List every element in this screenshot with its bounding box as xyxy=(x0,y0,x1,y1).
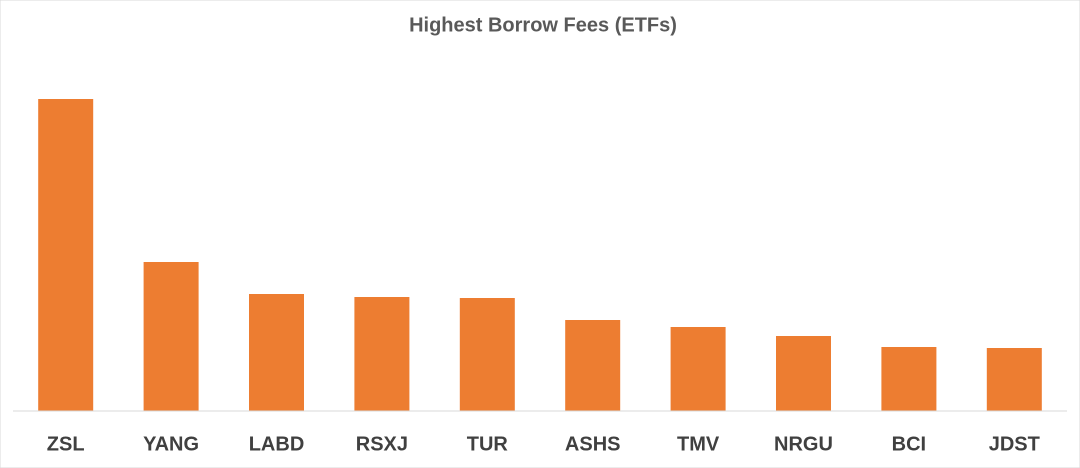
x-tick-label: TMV xyxy=(677,433,720,455)
x-tick-label: BCI xyxy=(892,433,926,455)
bar xyxy=(670,327,726,411)
bar xyxy=(565,320,621,411)
bar xyxy=(143,262,199,411)
chart-title: Highest Borrow Fees (ETFs) xyxy=(409,14,677,36)
x-tick-label: YANG xyxy=(143,433,199,455)
bar xyxy=(38,99,94,411)
x-tick-label: ASHS xyxy=(565,433,621,455)
x-tick-label: TUR xyxy=(467,433,509,455)
bar xyxy=(881,347,937,411)
x-tick-label: LABD xyxy=(249,433,305,455)
bar xyxy=(459,298,515,411)
bar xyxy=(354,297,410,411)
x-tick-label: JDST xyxy=(989,433,1040,455)
x-tick-label: ZSL xyxy=(47,433,85,455)
bar xyxy=(986,348,1042,411)
bar xyxy=(249,294,304,411)
x-tick-label: RSXJ xyxy=(356,433,408,455)
bar xyxy=(776,336,831,411)
x-tick-label: NRGU xyxy=(774,433,833,455)
